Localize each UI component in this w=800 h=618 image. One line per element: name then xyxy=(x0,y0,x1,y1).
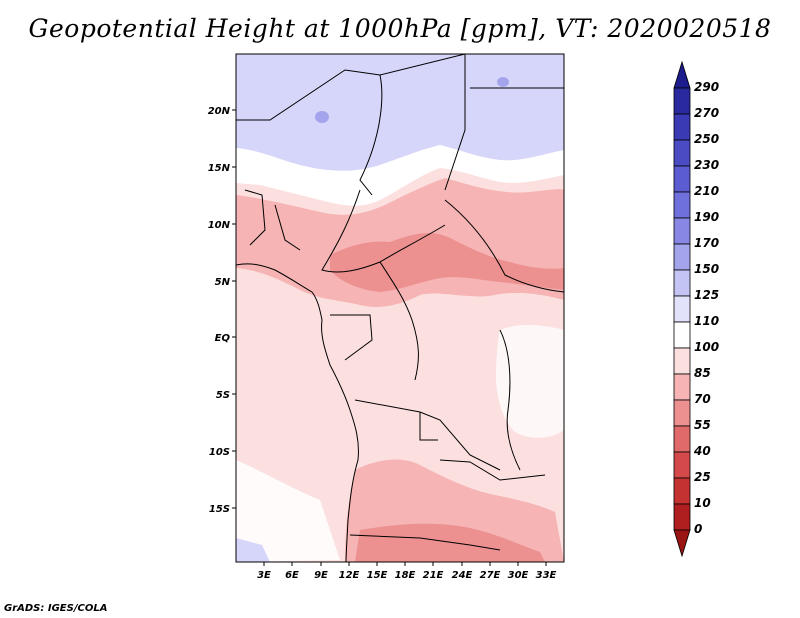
field-north-blue xyxy=(236,54,564,171)
field-south-dark xyxy=(355,523,545,562)
colorbar-label: 25 xyxy=(694,470,711,484)
colorbar-swatch xyxy=(673,425,691,453)
border-north-1 xyxy=(236,54,466,121)
border-central-2 xyxy=(444,199,564,293)
field-white-band xyxy=(236,145,564,206)
lon-label: 30E xyxy=(508,570,529,581)
lat-label: 10S xyxy=(209,447,230,458)
colorbar-swatch xyxy=(673,321,691,349)
lon-label: 15E xyxy=(367,570,388,581)
border-north-2 xyxy=(359,74,383,196)
border-west-2 xyxy=(274,204,301,251)
credit-text: GrADS: IGES/COLA xyxy=(4,603,108,614)
colorbar-label: 125 xyxy=(694,288,719,302)
lon-label: 33E xyxy=(536,570,557,581)
field-blob-1 xyxy=(315,111,329,123)
colorbar-swatch xyxy=(673,295,691,323)
colorbar-label: 85 xyxy=(694,366,711,380)
colorbar-labels: 290 270 250 230 210 190 170 150 125 110 … xyxy=(693,80,719,536)
lat-label: 5N xyxy=(215,277,231,288)
colorbar-swatch xyxy=(673,243,691,271)
colorbar-label: 0 xyxy=(694,522,702,536)
chart-title: Geopotential Height at 1000hPa [gpm], VT… xyxy=(28,14,772,43)
field-dark-core xyxy=(330,233,564,292)
lon-label: 18E xyxy=(395,570,416,581)
colorbar-label: 190 xyxy=(694,210,719,224)
colorbar-label: 55 xyxy=(694,418,711,432)
colorbar-swatch xyxy=(673,451,691,479)
colorbar xyxy=(673,60,691,558)
lat-label: EQ xyxy=(215,333,231,344)
map-frame xyxy=(235,53,565,563)
lon-label: 21E xyxy=(423,570,444,581)
border-south-2 xyxy=(419,412,438,441)
lon-label: 24E xyxy=(452,570,473,581)
colorbar-label: 210 xyxy=(694,184,719,198)
lon-label: 27E xyxy=(480,570,501,581)
colorbar-swatch xyxy=(673,191,691,219)
field-southwest-blue xyxy=(236,538,270,562)
lon-label: 9E xyxy=(314,570,328,581)
country-borders xyxy=(236,54,564,562)
colorbar-label: 250 xyxy=(694,132,719,146)
border-north-3 xyxy=(444,54,466,191)
colorbar-swatch xyxy=(673,477,691,505)
border-south-4 xyxy=(349,534,501,551)
border-central-3 xyxy=(379,261,419,381)
colorbar-swatch xyxy=(673,217,691,245)
colorbar-swatch xyxy=(673,139,691,167)
map-field xyxy=(236,54,564,562)
colorbar-swatch xyxy=(673,165,691,193)
lat-label: 15N xyxy=(208,163,231,174)
colorbar-swatch xyxy=(673,347,691,375)
colorbar-swatch xyxy=(673,373,691,401)
lat-label: 10N xyxy=(208,220,231,231)
colorbar-swatch xyxy=(673,399,691,427)
colorbar-label: 270 xyxy=(694,106,719,120)
colorbar-label: 10 xyxy=(694,496,711,510)
colorbar-swatch xyxy=(673,503,691,531)
colorbar-label: 100 xyxy=(694,340,719,354)
longitude-axis: 3E 6E 9E 12E 15E 18E 21E 24E 27E 30E 33E xyxy=(257,562,557,581)
colorbar-label: 170 xyxy=(694,236,719,250)
lon-label: 3E xyxy=(257,570,271,581)
field-blob-2 xyxy=(497,77,509,87)
colorbar-swatch xyxy=(673,87,691,115)
border-west-1 xyxy=(244,189,266,246)
border-central-1 xyxy=(321,189,446,273)
colorbar-bottom-arrow xyxy=(673,529,691,558)
border-south-3 xyxy=(439,459,546,481)
lat-label: 15S xyxy=(209,504,230,515)
colorbar-swatch xyxy=(673,113,691,141)
coastline-west xyxy=(236,263,359,562)
border-south-1 xyxy=(354,399,501,471)
colorbar-label: 230 xyxy=(694,158,719,172)
field-east-white xyxy=(495,325,564,438)
colorbar-top-arrow xyxy=(673,60,691,89)
border-east-lakes xyxy=(499,329,521,471)
colorbar-label: 110 xyxy=(694,314,719,328)
colorbar-label: 70 xyxy=(694,392,711,406)
border-central-4 xyxy=(330,314,373,361)
latitude-axis: 20N 15N 10N 5N EQ 5S 10S 15S xyxy=(208,106,236,515)
colorbar-swatch xyxy=(673,269,691,297)
lat-label: 20N xyxy=(208,106,231,117)
lon-label: 6E xyxy=(285,570,299,581)
colorbar-label: 290 xyxy=(694,80,719,94)
colorbar-label: 150 xyxy=(694,262,719,276)
colorbar-label: 40 xyxy=(693,444,711,458)
field-southwest-white xyxy=(236,460,340,562)
lat-label: 5S xyxy=(216,390,230,401)
lon-label: 12E xyxy=(339,570,360,581)
